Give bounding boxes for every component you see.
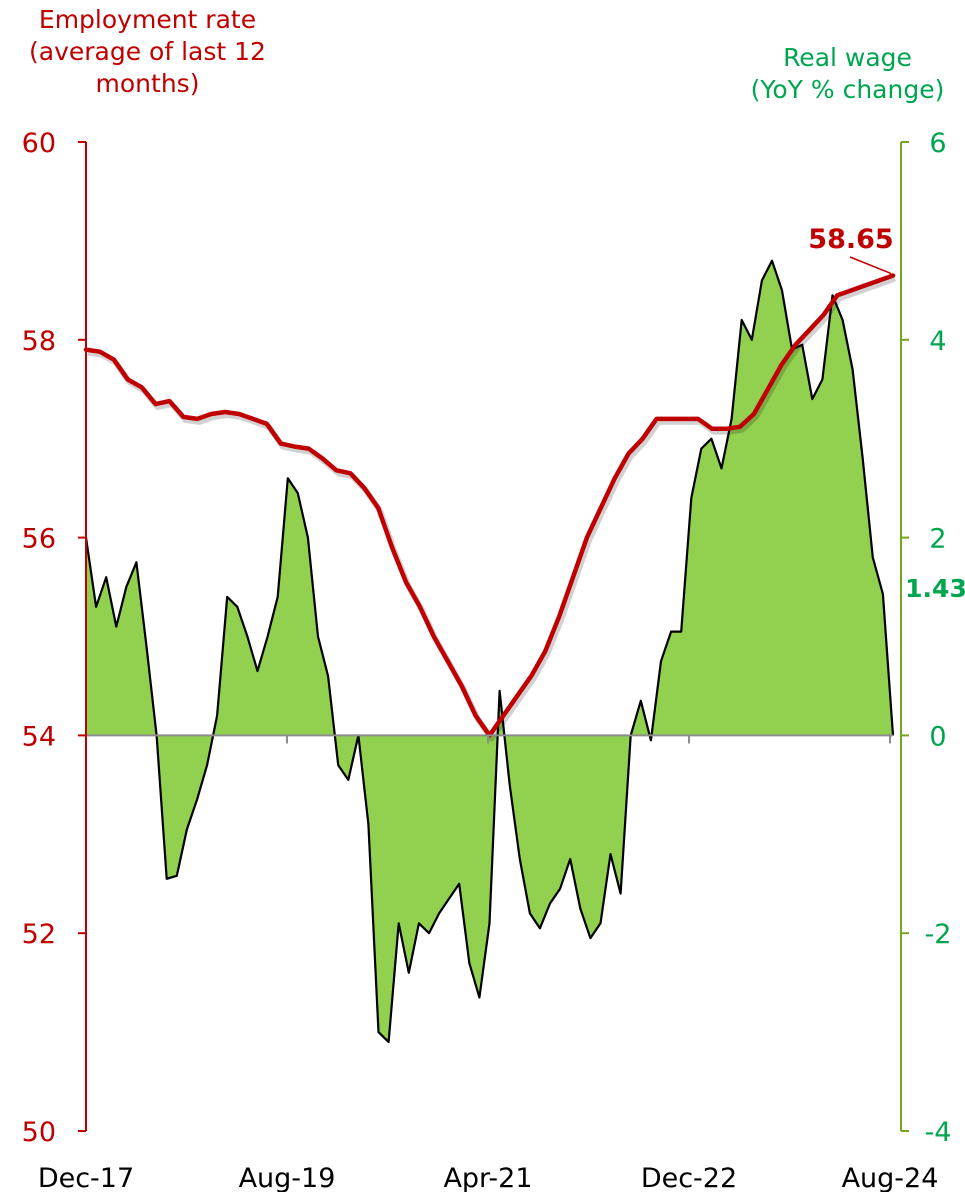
right-axis-title: Real wage (YoY % change) — [750, 43, 945, 104]
right-tick-label: 6 — [929, 128, 946, 159]
annotations: 58.65 1.43 — [808, 224, 965, 603]
employment-line-shadow — [87, 275, 897, 742]
left-axis-title: Employment rate (average of last 12 months… — [29, 5, 266, 98]
employment-callout-leader — [849, 256, 892, 275]
right-tick-label: -4 — [925, 1117, 952, 1148]
x-tick-label: Aug-19 — [239, 1163, 336, 1192]
real-wage-series — [84, 259, 895, 1044]
x-tick-label: Apr-21 — [443, 1163, 532, 1192]
x-tick-label: Dec-17 — [38, 1163, 134, 1192]
right-tick-label: 4 — [929, 326, 946, 357]
real-wage-area — [86, 260, 893, 1042]
real-wage-line — [84, 259, 895, 1044]
employment-last-value: 58.65 — [808, 224, 893, 255]
left-tick-label: 52 — [22, 919, 56, 950]
axes: Dec-17 Aug-19 Apr-21 Dec-22 Aug-24 50 52 54 56 58… — [22, 128, 952, 1192]
x-tick-label: Dec-22 — [641, 1163, 737, 1192]
left-tick-label: 58 — [22, 326, 56, 357]
right-tick-label: 2 — [929, 524, 946, 555]
left-tick-label: 50 — [22, 1117, 56, 1148]
right-tick-label: 0 — [929, 721, 946, 752]
wage-last-value: 1.43 — [905, 574, 965, 603]
left-tick-label: 56 — [22, 524, 56, 555]
left-tick-label: 60 — [22, 128, 56, 159]
right-tick-label: -2 — [925, 919, 952, 950]
left-tick-label: 54 — [22, 721, 56, 752]
x-tick-label: Aug-24 — [842, 1163, 939, 1192]
